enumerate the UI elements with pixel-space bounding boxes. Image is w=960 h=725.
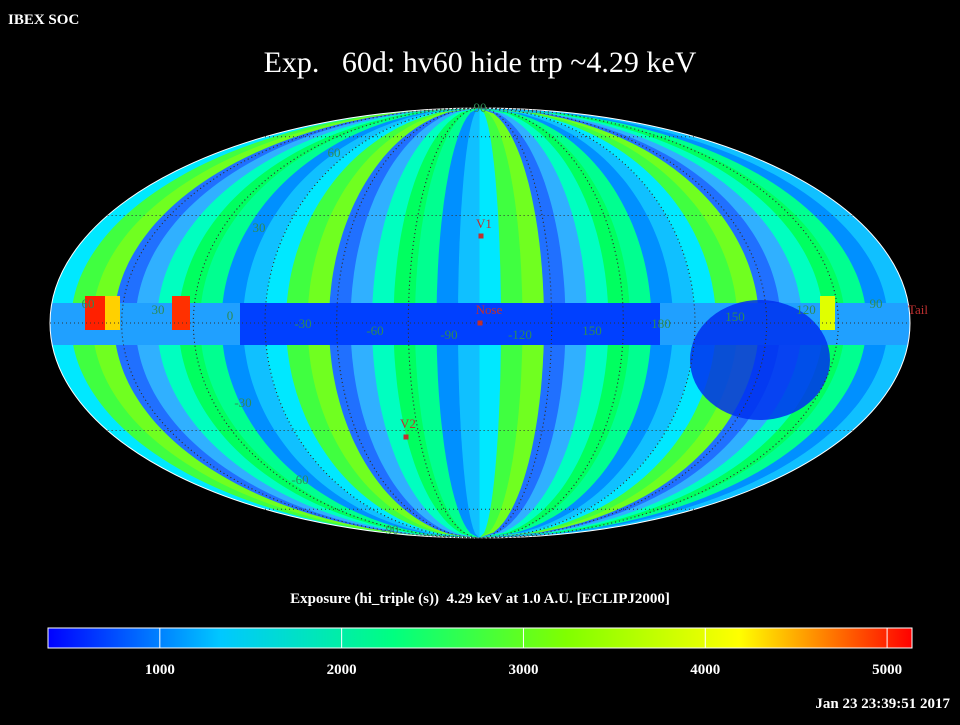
colorbar-tick-label: 2000 bbox=[327, 662, 357, 678]
timestamp: Jan 23 23:39:51 2017 bbox=[815, 696, 950, 712]
graticule bbox=[50, 107, 910, 539]
colorbar-label: Exposure (hi_triple (s)) 4.29 keV at 1.0… bbox=[290, 591, 670, 607]
band bbox=[240, 303, 660, 345]
longitude-label: 120 bbox=[796, 302, 816, 317]
marker-label: Tail bbox=[908, 302, 928, 317]
band bbox=[820, 296, 835, 330]
longitude-label: -90 bbox=[440, 327, 457, 342]
colorbar-tick-label: 1000 bbox=[145, 662, 175, 678]
latitude-label: 30 bbox=[253, 220, 266, 235]
longitude-label: 60 bbox=[82, 296, 95, 311]
latitude-label: 90 bbox=[474, 100, 487, 115]
longitude-label: -120 bbox=[508, 327, 532, 342]
title: Exp. 60d: hv60 hide trp ~4.29 keV bbox=[264, 46, 697, 79]
longitude-label: 0 bbox=[227, 308, 234, 323]
longitude-label: 180 bbox=[651, 316, 671, 331]
latitude-label: -30 bbox=[234, 395, 251, 410]
colorbar-tick-label: 3000 bbox=[508, 662, 538, 678]
latitude-label: -90 bbox=[381, 522, 398, 537]
meridian bbox=[407, 107, 553, 539]
sky-map bbox=[50, 108, 910, 538]
low-region bbox=[690, 300, 830, 420]
band bbox=[172, 296, 190, 330]
colorbar-tick-label: 5000 bbox=[872, 662, 902, 678]
band bbox=[85, 296, 105, 330]
marker bbox=[478, 233, 484, 239]
latitude-label: -60 bbox=[291, 472, 308, 487]
longitude-label: 30 bbox=[152, 302, 165, 317]
source: IBEX SOC bbox=[8, 12, 79, 28]
marker-label: V2 bbox=[400, 416, 416, 431]
colorbar-tick-label: 4000 bbox=[690, 662, 720, 678]
longitude-label: 90 bbox=[870, 296, 883, 311]
marker-label: Nose bbox=[476, 302, 503, 317]
band bbox=[105, 296, 120, 330]
marker-label: V1 bbox=[476, 216, 492, 231]
colorbar bbox=[47, 627, 913, 649]
longitude-label: -60 bbox=[366, 323, 383, 338]
marker bbox=[403, 434, 409, 440]
longitude-label: 150 bbox=[725, 309, 745, 324]
marker bbox=[477, 320, 483, 326]
longitude-label: 150 bbox=[582, 323, 602, 338]
latitude-label: 60 bbox=[328, 145, 341, 160]
longitude-label: -30 bbox=[294, 316, 311, 331]
